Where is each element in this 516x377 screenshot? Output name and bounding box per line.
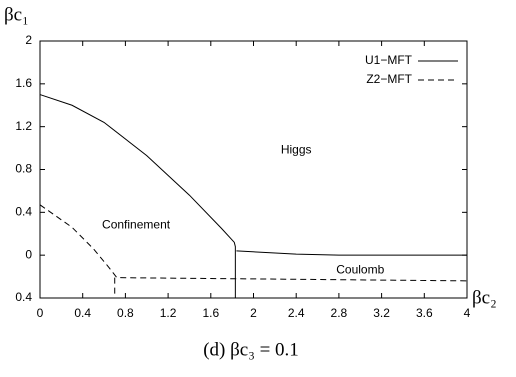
y-tick-label: 0 [25, 247, 32, 261]
series-line [39, 94, 467, 298]
x-tick-label: 1.2 [160, 306, 177, 320]
y-tick-label: 0.4 [15, 205, 32, 219]
x-tick-label: 0.8 [117, 306, 134, 320]
x-axis-label: βc₂ [472, 287, 497, 308]
x-tick-label: 3.2 [373, 306, 390, 320]
annotation: Confinement [102, 217, 171, 231]
x-tick-label: 0.4 [74, 306, 91, 320]
x-tick-label: 4 [464, 306, 471, 320]
legend-label: U1−MFT [365, 53, 413, 67]
annotation: Coulomb [336, 262, 384, 276]
series-line [39, 204, 468, 298]
x-tick-label: 3.6 [416, 306, 433, 320]
x-tick-label: 1.6 [202, 306, 219, 320]
y-tick-label: 1.2 [15, 119, 32, 133]
y-tick-label: 0.4 [15, 290, 32, 304]
x-tick-label: 2.4 [288, 306, 305, 320]
legend-label: Z2−MFT [366, 72, 412, 86]
x-tick-label: 0 [37, 306, 44, 320]
y-tick-label: 2 [25, 33, 32, 47]
y-tick-label: 1.6 [15, 76, 32, 90]
y-tick-label: 0.8 [15, 162, 32, 176]
caption: (d) βc₃ = 0.1 [203, 339, 299, 360]
x-tick-label: 2.8 [331, 306, 348, 320]
x-tick-label: 2 [250, 306, 257, 320]
annotation: Higgs [281, 142, 312, 156]
y-axis-label: βc₁ [4, 4, 29, 25]
